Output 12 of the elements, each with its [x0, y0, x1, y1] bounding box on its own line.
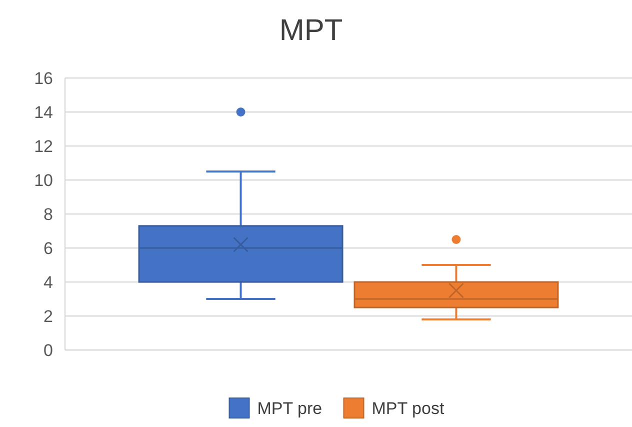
y-tick-label: 10 — [34, 170, 53, 190]
y-tick-label: 6 — [44, 238, 53, 258]
legend-label: MPT pre — [257, 398, 322, 418]
y-tick-label: 0 — [44, 340, 53, 360]
chart-title: MPT — [279, 14, 343, 47]
y-tick-label: 12 — [34, 136, 53, 156]
y-tick-label: 14 — [34, 102, 53, 122]
y-tick-label: 4 — [44, 272, 53, 292]
y-tick-label: 8 — [44, 204, 53, 224]
y-tick-label: 2 — [44, 306, 53, 326]
y-tick-label: 16 — [34, 68, 53, 88]
legend-label: MPT post — [372, 398, 444, 418]
